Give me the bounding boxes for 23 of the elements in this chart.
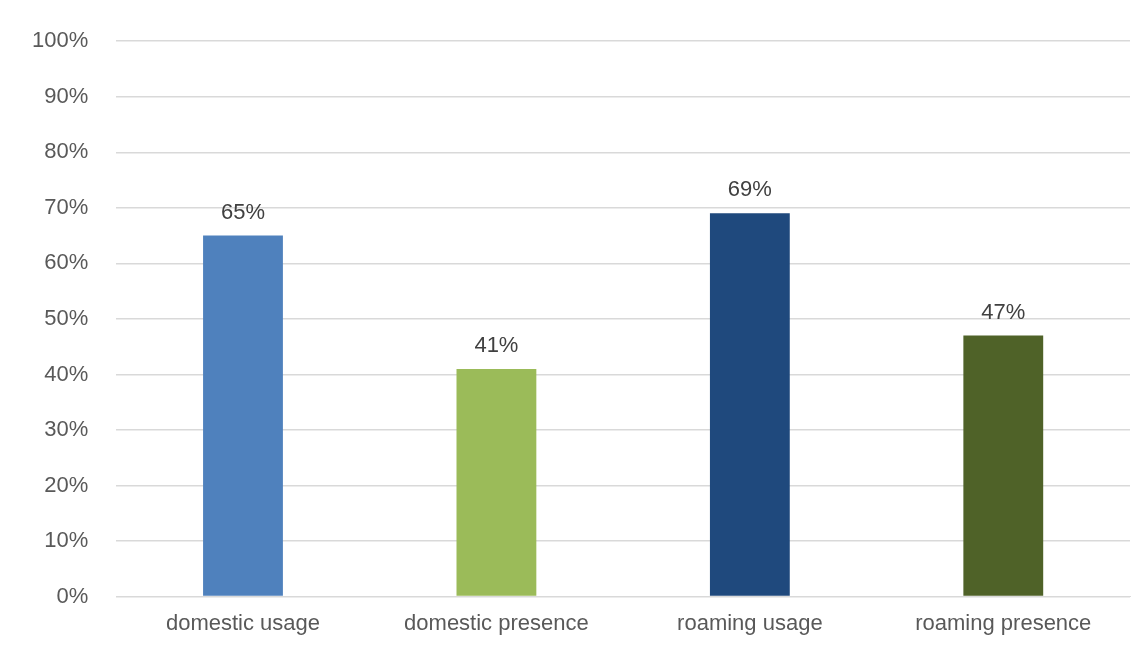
x-tick-label: domestic presence [404, 609, 589, 635]
y-tick-label: 100% [31, 27, 89, 53]
x-tick-label: roaming usage [677, 609, 823, 635]
y-tick-label: 70% [44, 193, 89, 219]
x-tick-label: domestic usage [165, 609, 321, 635]
y-tick-label: 30% [44, 416, 89, 442]
bar [709, 213, 790, 596]
x-tick-label: roaming presence [915, 609, 1092, 635]
data-label: 65% [220, 198, 266, 224]
y-tick-label: 90% [44, 82, 89, 108]
y-tick-label: 60% [44, 249, 89, 275]
y-tick-label: 20% [44, 471, 89, 497]
y-tick-label: 80% [44, 138, 89, 164]
bar [456, 368, 537, 596]
bar [963, 335, 1044, 596]
y-tick-label: 10% [44, 527, 89, 553]
data-label: 47% [981, 298, 1026, 324]
bar [203, 235, 283, 596]
data-label: 41% [474, 331, 519, 357]
y-tick-label: 40% [44, 360, 89, 386]
data-label: 69% [727, 176, 772, 202]
y-tick-label: 0% [56, 582, 89, 608]
y-tick-label: 50% [44, 304, 89, 330]
